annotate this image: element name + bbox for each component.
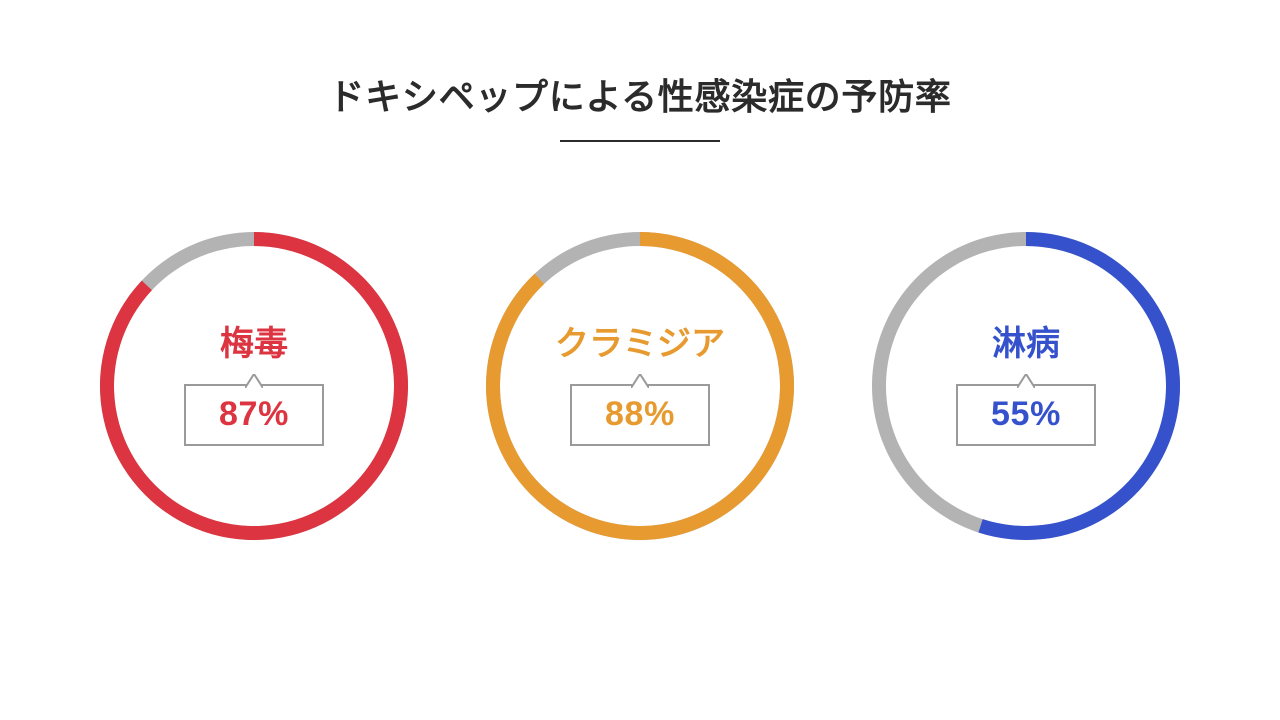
ring-card: 梅毒 87% [100,232,408,540]
callout-pointer-icon [631,374,649,388]
percent-value: 88% [605,395,675,434]
ring-label: 淋病 [992,326,1060,363]
callout-pointer-icon [1017,374,1035,388]
percent-callout: 88% [570,384,710,446]
ring-label: クラミジア [555,326,725,363]
percent-value: 55% [991,395,1061,434]
page-title: ドキシペップによる性感染症の予防率 [0,68,1280,120]
ring-card: クラミジア 88% [486,232,794,540]
infographic: ドキシペップによる性感染症の予防率 梅毒 87% クラミジア 88% 淋病 55% [0,0,1280,720]
percent-callout: 87% [184,384,324,446]
percent-callout: 55% [956,384,1096,446]
ring-center: 梅毒 87% [100,232,408,540]
ring-label: 梅毒 [220,326,288,363]
callout-pointer-icon [245,374,263,388]
percent-value: 87% [219,395,289,434]
title-underline [560,140,720,142]
ring-row: 梅毒 87% クラミジア 88% 淋病 55% [0,232,1280,540]
ring-card: 淋病 55% [872,232,1180,540]
ring-center: 淋病 55% [872,232,1180,540]
ring-center: クラミジア 88% [486,232,794,540]
